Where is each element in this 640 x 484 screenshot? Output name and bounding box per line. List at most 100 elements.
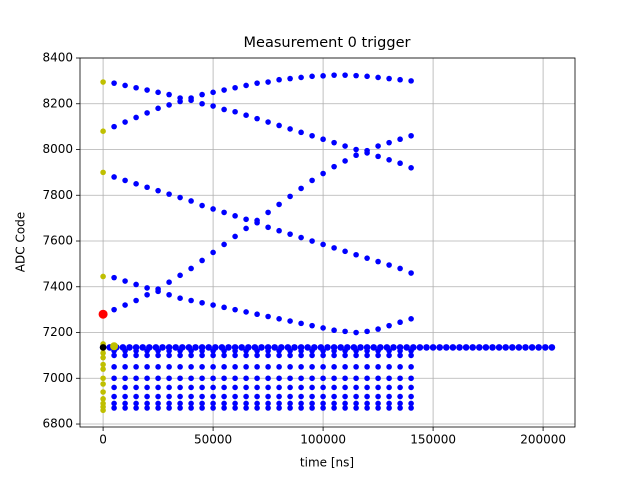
point [110,342,119,351]
point [144,364,150,370]
point [166,405,172,411]
point [212,344,219,351]
point [408,375,414,382]
point [386,393,392,400]
point [309,132,315,139]
point [188,198,194,204]
point [265,375,271,382]
point [309,375,315,382]
point [386,405,392,411]
point [100,79,106,85]
point [528,344,536,351]
point [331,393,337,400]
point [254,311,260,318]
point [287,375,293,382]
point [397,405,403,411]
point [276,122,282,129]
point [122,82,128,89]
point [166,191,172,197]
point [243,375,249,382]
point [309,393,315,400]
point [489,344,496,351]
point [265,384,271,391]
point [133,84,139,91]
point [396,344,404,351]
point [188,405,194,411]
point [210,375,216,382]
point [397,76,403,83]
point [232,84,238,91]
point [254,115,260,122]
point [133,364,139,370]
point [133,400,139,407]
point [144,352,150,359]
point [111,384,117,391]
point [331,384,337,391]
point [429,344,437,351]
point [309,177,315,184]
point [331,364,337,370]
point [221,364,227,370]
y-tick-label: 7800 [42,188,73,202]
point [111,352,117,359]
point [199,299,205,306]
point [375,393,381,400]
y-tick-label: 8000 [42,142,73,156]
point [386,139,392,146]
point [254,400,260,407]
point [476,344,483,351]
point [397,400,403,407]
point [397,375,403,382]
point [548,344,556,351]
point [199,352,205,359]
point [408,78,414,84]
point [100,407,106,414]
point [342,72,348,78]
point [122,177,128,184]
point [342,248,348,255]
point [408,270,414,276]
point [232,233,238,240]
point [199,100,205,107]
point [133,393,139,400]
point [287,75,293,82]
point [177,393,183,400]
point [353,393,359,400]
point [232,213,238,219]
point [210,302,216,308]
point [111,80,117,86]
point [353,146,359,153]
point [122,278,128,284]
point [221,393,227,400]
point [462,344,470,351]
point [199,257,205,264]
point [342,405,348,411]
point [243,393,249,400]
point [287,126,293,132]
point [386,375,392,382]
point [139,344,146,351]
point [364,255,370,261]
point [542,344,549,351]
point [243,364,249,370]
point [111,393,117,400]
point [210,103,216,109]
point [221,87,227,93]
point [482,344,490,351]
point [375,405,381,411]
point [320,170,326,177]
point [364,364,370,370]
point [122,375,128,382]
point [155,393,161,400]
point [210,249,216,256]
x-tick-label: 100000 [300,433,346,447]
point [443,344,450,351]
point [320,405,326,411]
point [133,375,139,382]
point [449,344,457,351]
point [276,76,282,83]
point [210,384,216,391]
x-tick-label: 150000 [410,433,456,447]
point [436,344,444,351]
